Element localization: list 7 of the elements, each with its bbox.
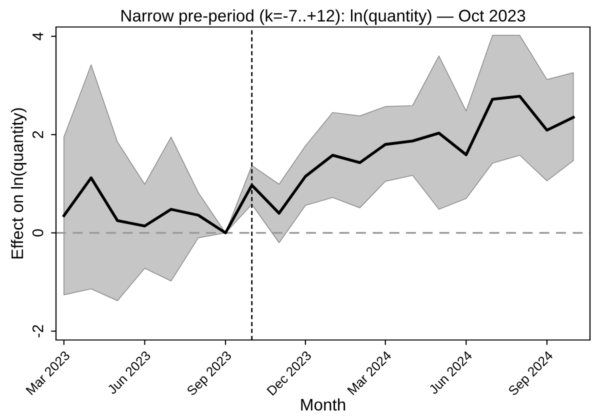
y-tick-label: 4	[32, 32, 44, 40]
x-axis-title: Month	[301, 398, 346, 411]
y-axis-title: Effect on ln(quantity)	[10, 108, 26, 258]
y-tick-label: -2	[32, 325, 44, 338]
y-tick-label: 2	[32, 131, 44, 138]
y-tick-label: 0	[32, 229, 44, 237]
chart-title: Narrow pre-period (k=-7..+12): ln(quantity) — Oct 2023	[122, 9, 526, 25]
